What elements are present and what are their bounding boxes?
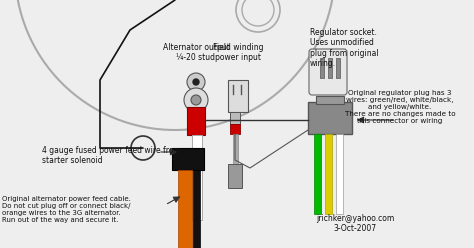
Text: jrichker@yahoo.com
3-Oct-2007: jrichker@yahoo.com 3-Oct-2007 xyxy=(316,214,394,233)
Bar xyxy=(325,134,332,214)
Text: Original regulator plug has 3
wires: green/red, white/black,
and yellow/white.
T: Original regulator plug has 3 wires: gre… xyxy=(345,90,456,124)
Bar xyxy=(193,170,200,248)
Bar xyxy=(228,164,242,188)
Bar xyxy=(320,58,324,78)
Bar xyxy=(187,107,205,135)
Bar xyxy=(314,134,321,214)
Circle shape xyxy=(191,95,201,105)
Bar xyxy=(316,96,344,104)
Bar xyxy=(172,148,204,170)
Bar xyxy=(192,135,202,220)
Circle shape xyxy=(187,73,205,91)
Text: Original alternator power feed cable.
Do not cut plug off or connect black/
oran: Original alternator power feed cable. Do… xyxy=(2,196,131,223)
FancyBboxPatch shape xyxy=(309,49,347,95)
Bar xyxy=(230,112,240,124)
Bar xyxy=(336,58,340,78)
Bar xyxy=(233,134,238,164)
Circle shape xyxy=(193,79,199,85)
Text: Field winding
power input: Field winding power input xyxy=(213,43,263,62)
Text: 4 gauge fused power feed wire from
starter solenoid: 4 gauge fused power feed wire from start… xyxy=(42,146,181,165)
Circle shape xyxy=(184,88,208,112)
Text: Alternator output
¼-20 stud: Alternator output ¼-20 stud xyxy=(163,43,229,62)
Bar xyxy=(336,134,343,214)
Bar xyxy=(178,170,192,248)
Bar xyxy=(230,124,240,134)
Text: Regulator socket.
Uses unmodified
plug from original
wiring.: Regulator socket. Uses unmodified plug f… xyxy=(310,28,379,68)
Bar xyxy=(228,80,248,112)
Bar xyxy=(328,58,332,78)
Bar xyxy=(308,102,352,134)
